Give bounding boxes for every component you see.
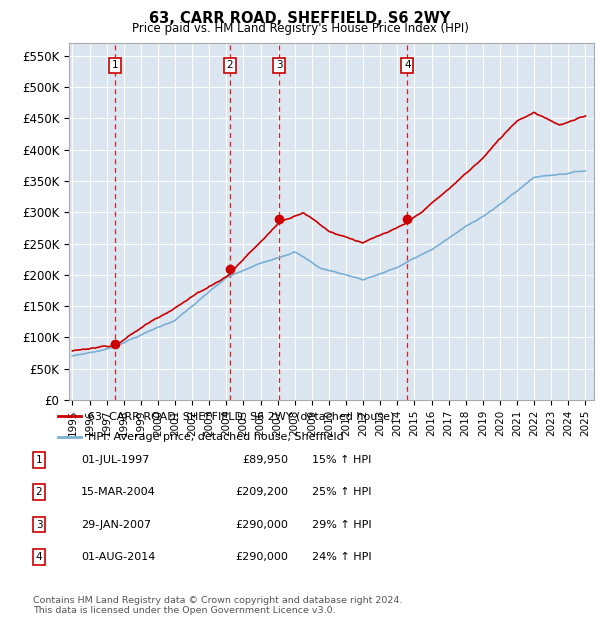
- Text: Price paid vs. HM Land Registry's House Price Index (HPI): Price paid vs. HM Land Registry's House …: [131, 22, 469, 35]
- Text: 29-JAN-2007: 29-JAN-2007: [81, 520, 151, 529]
- Text: 01-JUL-1997: 01-JUL-1997: [81, 455, 149, 465]
- Text: 1: 1: [112, 60, 118, 70]
- Text: 29% ↑ HPI: 29% ↑ HPI: [312, 520, 371, 529]
- Text: 3: 3: [35, 520, 43, 529]
- Text: 63, CARR ROAD, SHEFFIELD, S6 2WY (detached house): 63, CARR ROAD, SHEFFIELD, S6 2WY (detach…: [88, 411, 395, 421]
- Text: 25% ↑ HPI: 25% ↑ HPI: [312, 487, 371, 497]
- Text: 24% ↑ HPI: 24% ↑ HPI: [312, 552, 371, 562]
- Text: 3: 3: [275, 60, 283, 70]
- Text: 1: 1: [35, 455, 43, 465]
- Text: 2: 2: [35, 487, 43, 497]
- Text: 2: 2: [227, 60, 233, 70]
- Text: 15% ↑ HPI: 15% ↑ HPI: [312, 455, 371, 465]
- Text: 63, CARR ROAD, SHEFFIELD, S6 2WY: 63, CARR ROAD, SHEFFIELD, S6 2WY: [149, 11, 451, 25]
- Text: £290,000: £290,000: [235, 552, 288, 562]
- Text: 4: 4: [35, 552, 43, 562]
- Text: HPI: Average price, detached house, Sheffield: HPI: Average price, detached house, Shef…: [88, 432, 344, 443]
- Text: 4: 4: [404, 60, 410, 70]
- Text: £209,200: £209,200: [235, 487, 288, 497]
- Text: 15-MAR-2004: 15-MAR-2004: [81, 487, 156, 497]
- Text: £290,000: £290,000: [235, 520, 288, 529]
- Text: Contains HM Land Registry data © Crown copyright and database right 2024.
This d: Contains HM Land Registry data © Crown c…: [33, 596, 403, 615]
- Text: 01-AUG-2014: 01-AUG-2014: [81, 552, 155, 562]
- Text: £89,950: £89,950: [242, 455, 288, 465]
